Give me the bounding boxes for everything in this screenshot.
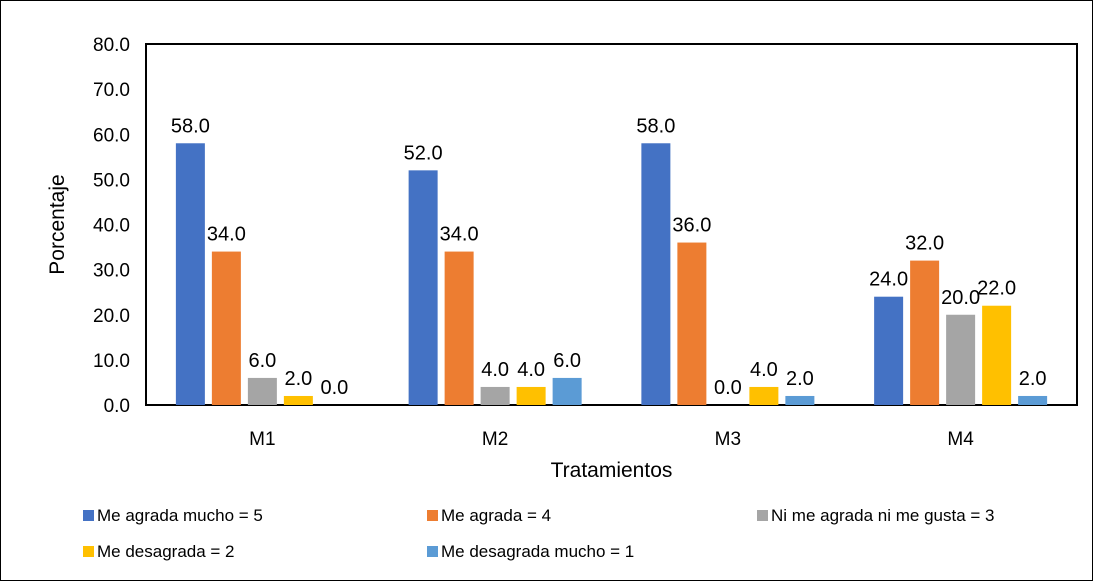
y-tick-label: 10.0: [93, 351, 130, 372]
legend-swatch: [757, 510, 768, 521]
legend-item: Me agrada mucho = 5: [83, 506, 263, 525]
legend: Me agrada mucho = 5 Me agrada = 4 Ni me ag…: [83, 506, 994, 561]
y-tick-label: 80.0: [93, 35, 130, 56]
legend-item: Me agrada = 4: [427, 506, 551, 525]
data-label: 34.0: [207, 224, 246, 246]
legend-item: Ni me agrada ni me gusta = 3: [757, 506, 994, 525]
bar-m3-series-5: [785, 395, 815, 405]
data-label: 4.0: [517, 359, 545, 381]
data-label: 36.0: [672, 215, 711, 237]
y-tick-label: 70.0: [93, 80, 130, 101]
y-axis-ticks: 0.0 10.0 20.0 30.0 40.0 50.0 60.0 70.0 80.0: [93, 35, 130, 417]
bar-m2-series-4: [516, 386, 546, 405]
data-label: 58.0: [636, 115, 675, 137]
y-tick-label: 20.0: [93, 306, 130, 327]
bar-m4-series-3: [946, 314, 976, 405]
bar-m2-series-5: [552, 377, 582, 405]
bar-m1-series-1: [175, 143, 205, 405]
data-label: 4.0: [481, 359, 509, 381]
y-tick-label: 30.0: [93, 261, 130, 282]
plot-area: [145, 43, 1078, 406]
x-tick-label: M1: [249, 429, 275, 450]
data-label: 6.0: [553, 350, 581, 372]
bar-m1-series-4: [283, 395, 313, 405]
x-tick-label: M4: [947, 429, 974, 450]
legend-swatch: [83, 546, 94, 557]
x-tick-label: M2: [482, 429, 508, 450]
bar-m1-series-3: [247, 377, 277, 405]
data-label: 22.0: [977, 278, 1016, 300]
x-tick-label: M3: [715, 429, 741, 450]
data-label: 0.0: [320, 377, 348, 399]
bar-m2-series-1: [408, 170, 438, 405]
data-label: 0.0: [714, 377, 742, 399]
data-label: 2.0: [284, 368, 312, 390]
legend-swatch: [427, 546, 438, 557]
bars: [175, 143, 1048, 405]
bar-m4-series-2: [910, 260, 940, 405]
legend-item: Me desagrada = 2: [83, 542, 235, 561]
y-tick-label: 50.0: [93, 170, 130, 191]
bar-m3-series-1: [641, 143, 671, 405]
bar-m3-series-4: [749, 386, 779, 405]
legend-swatch: [427, 510, 438, 521]
x-axis-title: Tratamientos: [551, 459, 673, 482]
legend-label: Ni me agrada ni me gusta = 3: [771, 506, 994, 525]
data-label: 24.0: [869, 269, 908, 291]
bar-m1-series-2: [211, 251, 241, 405]
bar-m4-series-5: [1018, 395, 1048, 405]
data-label: 2.0: [1019, 368, 1047, 390]
bar-m3-series-2: [677, 242, 707, 405]
bar-m4-series-4: [982, 305, 1012, 405]
y-axis-title: Porcentaje: [46, 174, 69, 274]
x-axis-ticks: M1 M2 M3 M4: [249, 429, 974, 450]
legend-label: Me desagrada = 2: [97, 542, 235, 561]
y-tick-label: 0.0: [104, 396, 130, 417]
data-labels: 58.0 34.0 6.0 2.0 0.0 52.0 34.0 4.0 4.0 6.0 58.0 36…: [171, 115, 1047, 399]
y-tick-label: 40.0: [93, 216, 130, 237]
bar-m4-series-1: [874, 296, 904, 405]
data-label: 6.0: [248, 350, 276, 372]
data-label: 20.0: [941, 287, 980, 309]
data-label: 2.0: [786, 368, 814, 390]
data-label: 52.0: [404, 142, 443, 164]
legend-label: Me desagrada mucho = 1: [441, 542, 634, 561]
legend-label: Me agrada = 4: [441, 506, 551, 525]
legend-swatch: [83, 510, 94, 521]
data-label: 34.0: [440, 224, 479, 246]
bar-m2-series-3: [480, 386, 510, 405]
data-label: 4.0: [750, 359, 778, 381]
data-label: 58.0: [171, 115, 210, 137]
y-tick-label: 60.0: [93, 125, 130, 146]
data-label: 32.0: [905, 233, 944, 255]
bar-m2-series-2: [444, 251, 474, 405]
legend-item: Me desagrada mucho = 1: [427, 542, 634, 561]
legend-label: Me agrada mucho = 5: [97, 506, 263, 525]
